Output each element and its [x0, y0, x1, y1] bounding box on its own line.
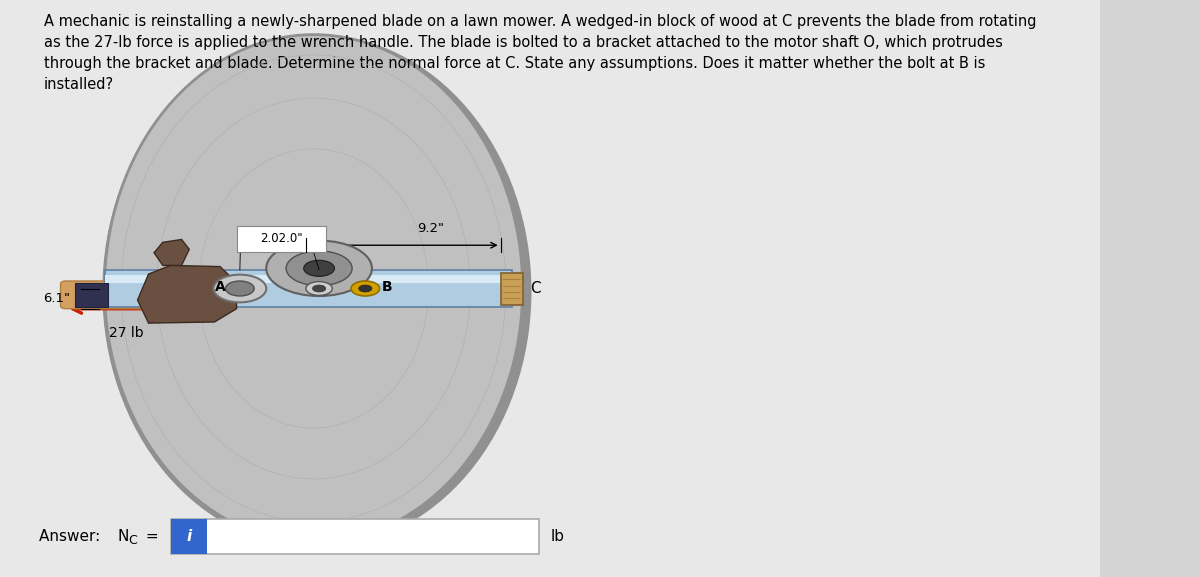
FancyBboxPatch shape	[104, 270, 511, 307]
Text: 27 lb: 27 lb	[109, 326, 144, 340]
Text: 9.2": 9.2"	[418, 222, 444, 235]
Text: A mechanic is reinstalling a newly-sharpened blade on a lawn mower. A wedged-in : A mechanic is reinstalling a newly-sharp…	[44, 14, 1037, 92]
FancyBboxPatch shape	[0, 0, 1100, 577]
Text: B: B	[382, 280, 392, 294]
FancyBboxPatch shape	[74, 283, 108, 307]
Text: C: C	[128, 534, 138, 546]
FancyBboxPatch shape	[60, 281, 215, 309]
FancyBboxPatch shape	[104, 275, 511, 283]
Circle shape	[304, 260, 335, 276]
Text: i: i	[186, 529, 191, 544]
Circle shape	[214, 275, 266, 302]
Circle shape	[226, 281, 254, 296]
Ellipse shape	[104, 35, 523, 542]
Circle shape	[359, 285, 372, 292]
Text: lb: lb	[550, 529, 564, 544]
Circle shape	[266, 241, 372, 296]
Text: 2.02.0": 2.02.0"	[260, 233, 302, 245]
FancyBboxPatch shape	[170, 519, 206, 554]
Circle shape	[306, 282, 332, 295]
Text: 6.1": 6.1"	[43, 292, 71, 305]
Circle shape	[286, 251, 352, 286]
Text: A: A	[215, 280, 226, 294]
Polygon shape	[138, 265, 236, 323]
Circle shape	[312, 285, 325, 292]
Text: C: C	[530, 282, 541, 296]
FancyBboxPatch shape	[170, 519, 539, 554]
Text: Answer:: Answer:	[38, 529, 104, 544]
Ellipse shape	[102, 35, 532, 548]
Circle shape	[350, 281, 379, 296]
Text: =: =	[140, 529, 158, 544]
FancyBboxPatch shape	[500, 273, 523, 305]
Text: N: N	[118, 529, 130, 544]
FancyBboxPatch shape	[238, 226, 326, 252]
Circle shape	[229, 283, 251, 294]
Polygon shape	[154, 239, 190, 265]
